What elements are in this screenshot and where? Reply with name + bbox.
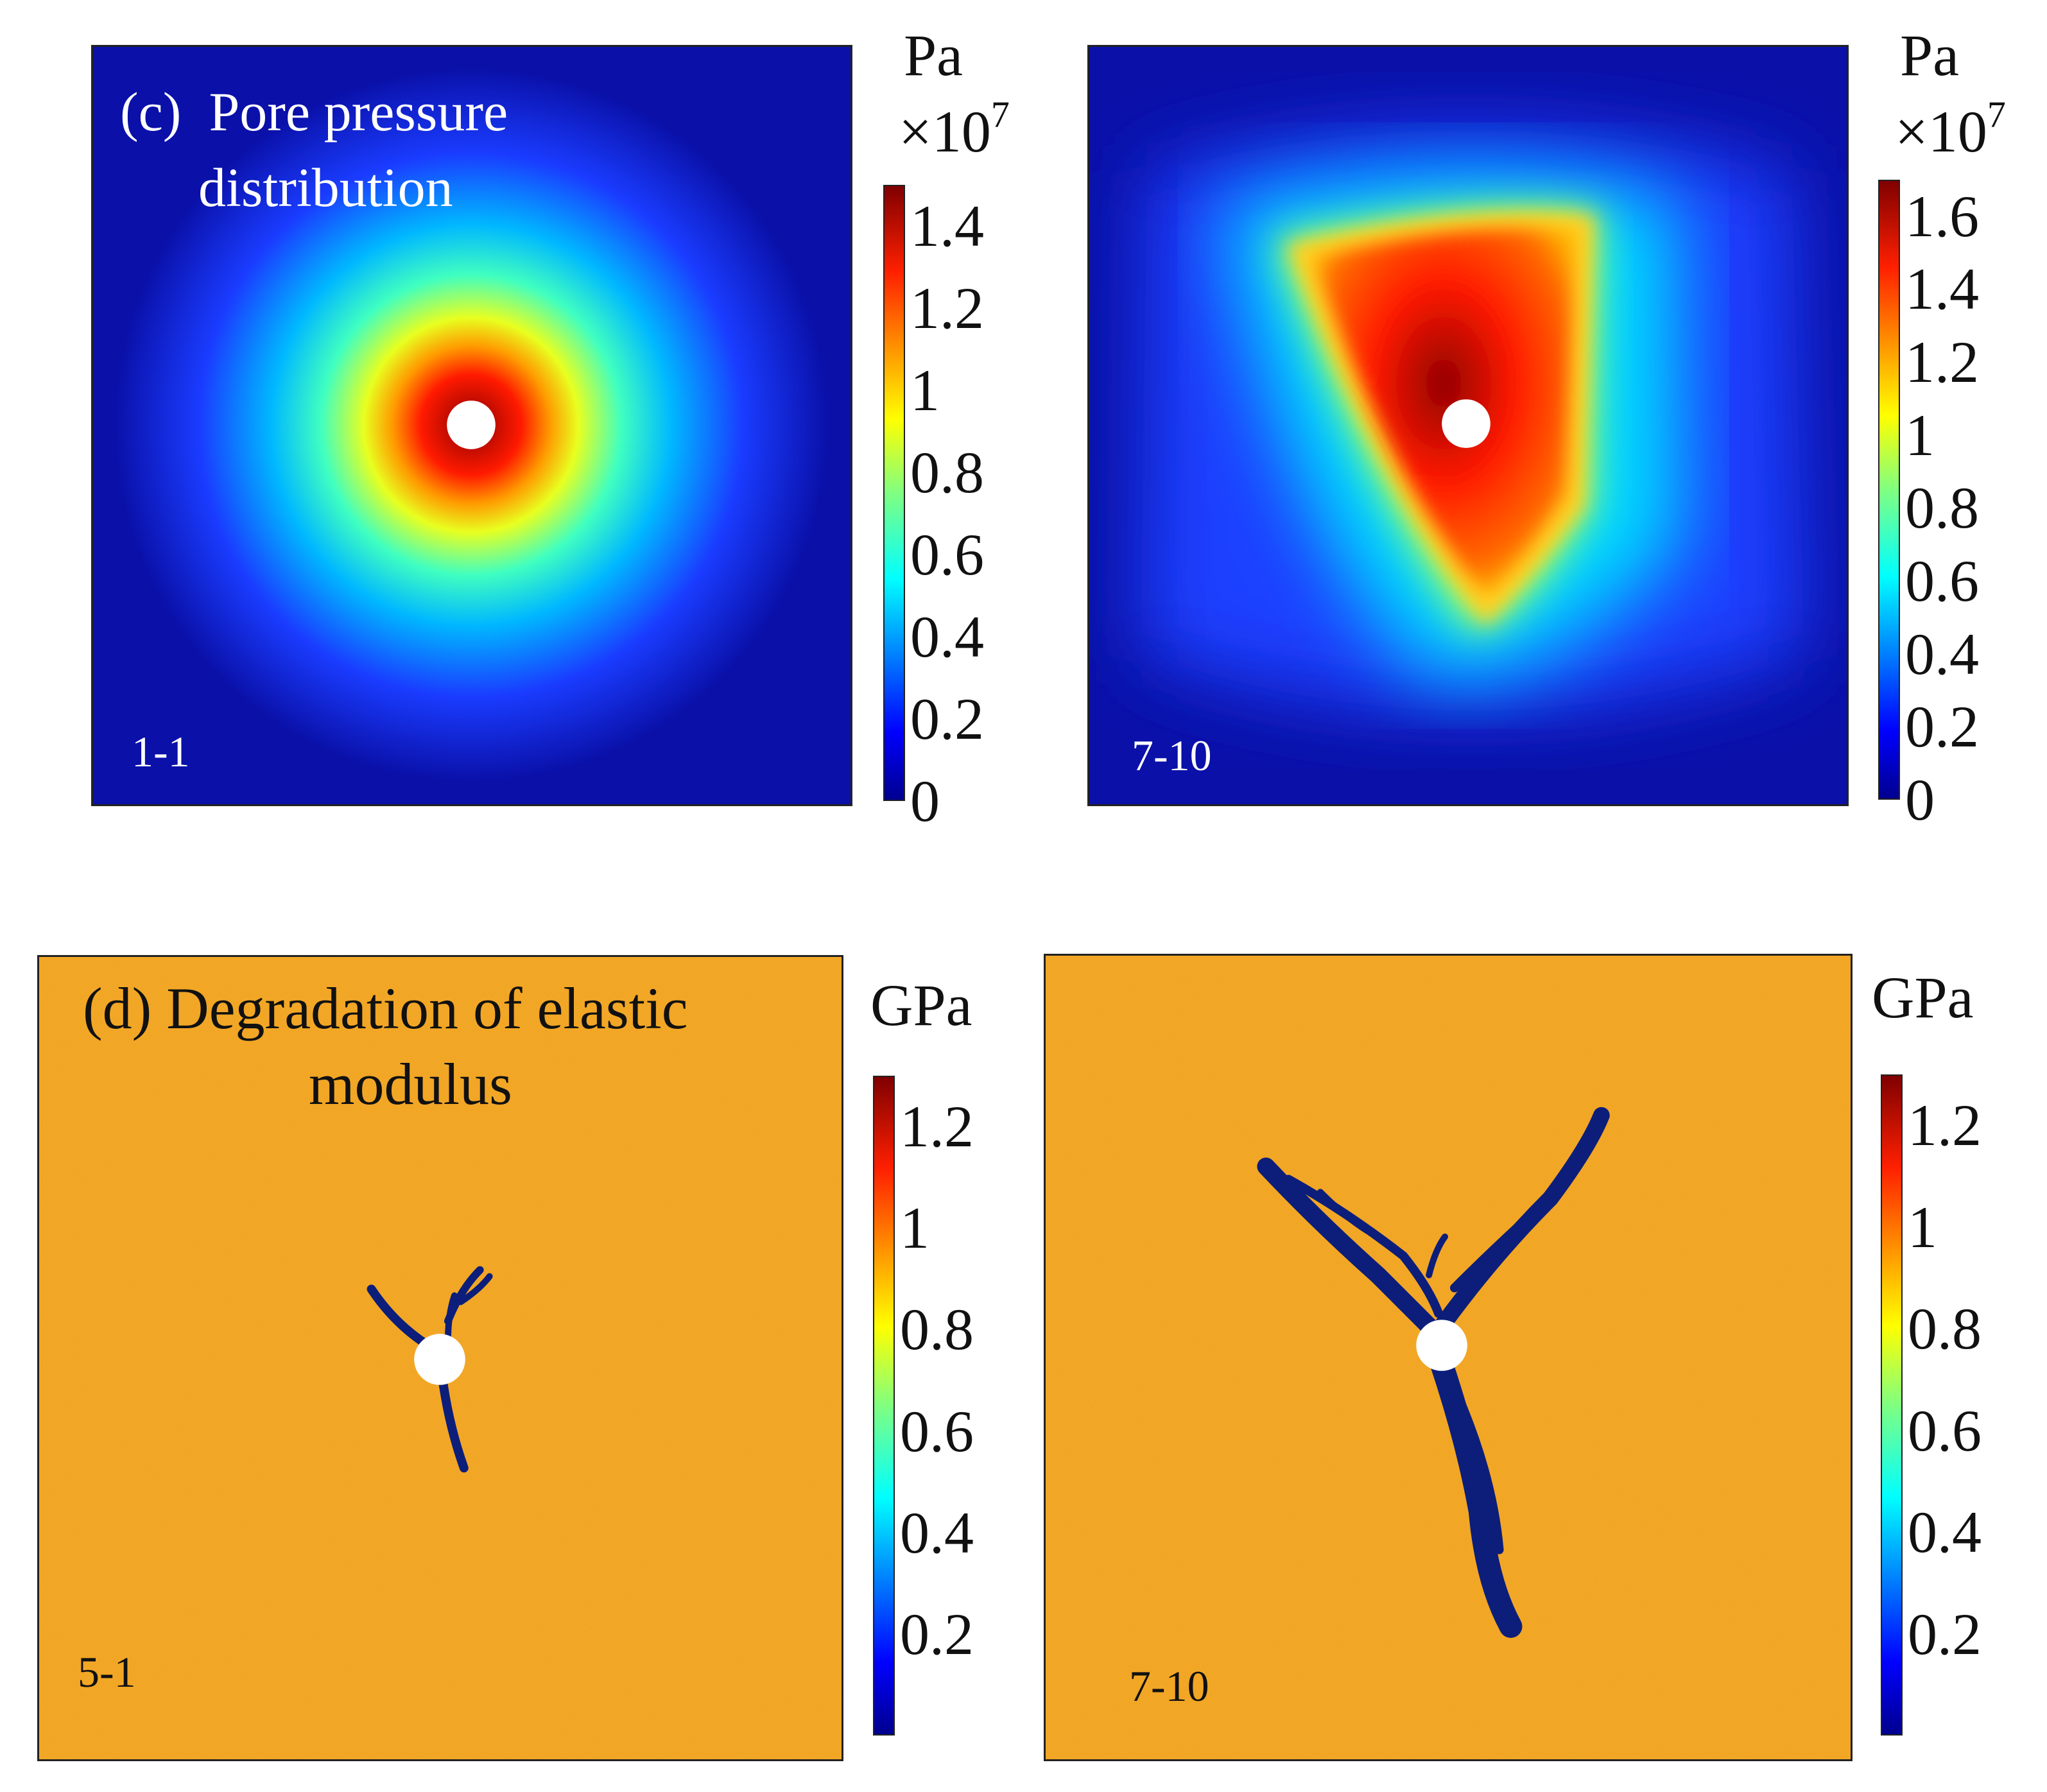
case-label: 5-1 (78, 1648, 136, 1696)
colorbar-tick-label: 0.6 (1908, 1397, 1982, 1463)
colorbar-jet (873, 1076, 895, 1736)
colorbar-jet (1878, 180, 1900, 800)
colorbar-tick-label: 0.8 (1908, 1296, 1982, 1362)
colorbar-jet (1881, 1074, 1903, 1736)
colorbar-tick-label: 0.8 (900, 1297, 974, 1363)
colorbar-tick-label: 1.6 (1905, 183, 1979, 249)
colorbar-unit: Pa (904, 22, 963, 88)
colorbar-tick-label: 1 (900, 1195, 929, 1261)
pore-pressure-map-7-10: 7-10 (1087, 45, 1849, 806)
colorbar-tick-label: 1 (1908, 1194, 1937, 1260)
elastic-modulus-field-5-1 (39, 957, 842, 1759)
pore-pressure-map-1-1: (c) Pore pressure distribution 1-1 (91, 45, 852, 806)
colorbar-tick-label: 0.6 (900, 1398, 974, 1464)
colorbar-tick-label: 1 (1905, 402, 1935, 468)
pore-pressure-field-7-10 (1089, 47, 1847, 804)
colorbar-tick-label: 1.2 (900, 1094, 974, 1160)
colorbar-tick-label: 0.4 (1905, 621, 1979, 687)
colorbar-tick-label: 1.4 (1905, 256, 1979, 322)
panel-label-c: (c) Pore pressure (120, 81, 508, 142)
colorbar-tick-label: 0.6 (1905, 548, 1979, 614)
colorbar-tick-label: 0.4 (900, 1499, 974, 1565)
colorbar-unit: GPa (1872, 965, 1974, 1030)
colorbar-scale: ×107 (1895, 94, 2006, 164)
injection-hole (1416, 1320, 1467, 1371)
high-pressure-core (1313, 228, 1575, 596)
colorbar-tick-label: 0.4 (1908, 1499, 1982, 1565)
colorbar-tick-label: 0.2 (1905, 694, 1979, 760)
panel-title-line2: modulus (309, 1051, 512, 1117)
colorbar-scale: ×107 (899, 94, 1010, 164)
colorbar-tick-label: 0.2 (900, 1601, 974, 1667)
injection-hole (1442, 399, 1490, 448)
colorbar-tick-label: 1.2 (910, 275, 984, 341)
colorbar-tick-label: 0.6 (910, 522, 984, 587)
elastic-modulus-map-5-1: (d) Degradation of elastic modulus 5-1 (37, 955, 843, 1761)
colorbar-tick-label: 1.2 (1905, 329, 1979, 395)
colorbar-tick-label: 0 (910, 768, 940, 834)
case-label: 1-1 (132, 727, 190, 776)
pore-pressure-field-1-1 (93, 47, 851, 804)
elastic-modulus-field-7-10 (1046, 956, 1851, 1759)
colorbar-tick-label: 0.8 (1905, 475, 1979, 541)
colorbar-tick-label: 0 (1905, 767, 1935, 832)
colorbar-jet (883, 185, 905, 801)
elastic-modulus-map-7-10: 7-10 (1044, 954, 1853, 1761)
colorbar-tick-label: 0.4 (910, 604, 984, 669)
injection-hole (414, 1334, 465, 1385)
case-label: 7-10 (1129, 1662, 1209, 1710)
colorbar-unit: GPa (870, 972, 972, 1038)
colorbar-tick-label: 0.2 (910, 686, 984, 752)
crack-network (1257, 1107, 1610, 1638)
colorbar-tick-label: 1 (910, 358, 940, 423)
colorbar-unit: Pa (1900, 22, 1959, 88)
case-label: 7-10 (1132, 731, 1212, 780)
panel-label-d: (d) Degradation of elastic (83, 976, 688, 1041)
panel-title-line2: distribution (198, 157, 453, 218)
colorbar-tick-label: 0.2 (1908, 1601, 1982, 1667)
injection-hole (447, 401, 496, 449)
colorbar-tick-label: 1.2 (1908, 1092, 1982, 1159)
colorbar-tick-label: 0.8 (910, 440, 984, 505)
colorbar-tick-label: 1.4 (910, 193, 984, 259)
